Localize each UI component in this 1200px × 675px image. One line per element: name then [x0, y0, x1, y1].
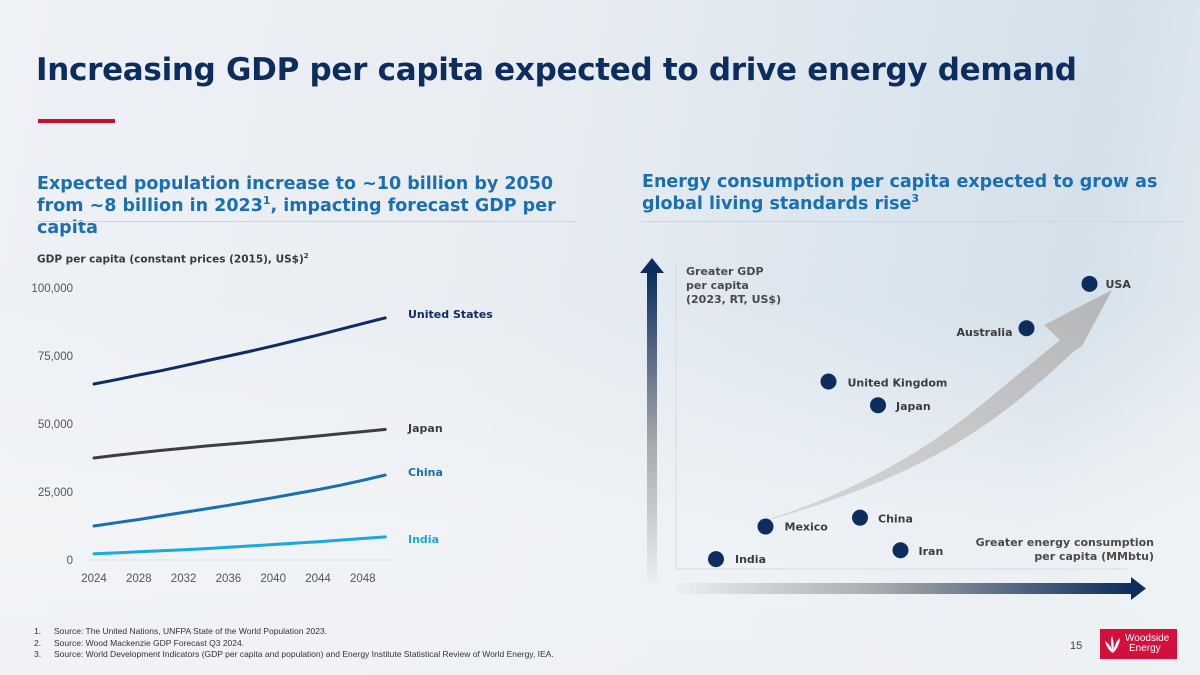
y-tick-label: 50,000 [38, 419, 73, 431]
footnote: 2. Source: Wood Mackenzie GDP Forecast Q3… [34, 638, 554, 650]
y-tick-label: 0 [67, 555, 73, 567]
scatter-point-iran: Iran [892, 542, 944, 559]
scatter-point-united-kingdom: United Kingdom [820, 373, 948, 390]
point-marker [1018, 320, 1035, 337]
x-axis-title-line: Greater energy consumption [976, 536, 1154, 549]
gdp-chart-label-text: GDP per capita (constant prices (2015), … [37, 253, 304, 266]
gdp-chart-label: GDP per capita (constant prices (2015), … [37, 252, 309, 266]
y-axis-title-line: (2023, RT, US$) [686, 293, 781, 306]
scatter-point-mexico: Mexico [757, 518, 829, 535]
point-label: Mexico [785, 521, 829, 534]
y-axis-ticks: 0 25,000 50,000 75,000 100,000 [31, 283, 73, 567]
x-tick-label: 2048 [350, 573, 376, 585]
point-marker [708, 551, 724, 568]
y-axis-arrow [640, 258, 664, 585]
point-marker [870, 397, 886, 414]
series-line-china [92, 473, 387, 528]
x-tick-label: 2044 [305, 573, 331, 585]
y-axis-title-line: per capita [686, 279, 749, 292]
woodside-logo: Woodside Energy [1100, 629, 1177, 659]
left-subheading: Expected population increase to ~10 bill… [37, 173, 577, 239]
point-label: Iran [919, 545, 944, 558]
footnote-number: 3. [34, 649, 42, 659]
point-marker [852, 509, 868, 526]
x-axis-arrow-shaft [676, 583, 1132, 594]
left-subheading-text: Expected population increase to ~10 bill… [37, 174, 554, 216]
series-labels: United States Japan China India [407, 308, 493, 546]
right-divider [642, 221, 1184, 222]
series-label: China [408, 466, 443, 479]
footnote-ref-3: 3 [911, 192, 920, 206]
x-axis-title-line: per capita (MMbtu) [1034, 550, 1154, 563]
series-label: India [408, 533, 439, 546]
left-divider [37, 221, 577, 222]
arrow-up-icon [640, 258, 664, 273]
footnote-ref-1: 1 [262, 194, 271, 208]
right-subheading: Energy consumption per capita expected t… [642, 171, 1182, 215]
footnote-number: 2. [34, 637, 42, 648]
x-tick-label: 2028 [126, 573, 152, 585]
y-tick-label: 75,000 [38, 351, 73, 363]
trend-arrow [740, 290, 1112, 528]
series-lines [92, 316, 387, 556]
y-tick-label: 25,000 [38, 487, 73, 499]
point-marker [1081, 275, 1098, 292]
y-tick-label: 100,000 [31, 283, 73, 295]
point-label: United Kingdom [848, 377, 948, 390]
right-subheading-text: Energy consumption per capita expected t… [642, 172, 1158, 214]
footnote-text: Source: Wood Mackenzie GDP Forecast Q3 2… [54, 637, 245, 648]
logo-wordmark: Woodside Energy [1125, 632, 1170, 655]
footnote-number: 1. [34, 626, 42, 636]
y-axis-arrow-shaft [647, 272, 657, 585]
page-number: 15 [1070, 640, 1083, 652]
point-marker [820, 373, 837, 390]
y-axis-title-line: Greater GDP [686, 265, 764, 278]
left-subheading-tail: , impacting forecast GDP per capita [37, 196, 556, 238]
point-label: China [878, 513, 913, 526]
logo-line-1: Woodside [1125, 632, 1170, 644]
point-marker [757, 518, 774, 535]
scatter-point-china: China [852, 509, 913, 526]
point-label: India [735, 553, 766, 566]
scatter-point-japan: Japan [870, 397, 931, 414]
title-accent-bar [38, 119, 115, 123]
footnote-text: Source: The United Nations, UNFPA State … [54, 626, 328, 636]
x-tick-label: 2032 [171, 573, 197, 585]
arrow-right-icon [1131, 577, 1146, 600]
footnote-text: Source: World Development Indicators (GD… [54, 649, 554, 659]
point-marker [892, 542, 909, 559]
x-tick-label: 2040 [260, 573, 286, 585]
series-line-japan [92, 427, 387, 460]
slide-title: Increasing GDP per capita expected to dr… [36, 52, 1077, 88]
point-label: USA [1106, 278, 1132, 291]
leaf-logo-icon [1100, 629, 1124, 659]
series-label: Japan [407, 422, 443, 435]
scatter-points: USA Australia United Kingdom Japan China Mexi… [708, 275, 1132, 568]
series-line-india [92, 535, 387, 556]
footnote-ref-2: 2 [303, 252, 309, 260]
footnotes: 1. Source: The United Nations, UNFPA Stat… [34, 626, 554, 661]
x-axis-arrow [676, 577, 1146, 600]
logo-line-2: Energy [1129, 643, 1161, 654]
x-tick-label: 2036 [216, 573, 242, 585]
point-label: Australia [957, 326, 1013, 339]
series-label: United States [408, 308, 493, 321]
x-tick-label: 2024 [81, 573, 107, 585]
scatter-point-australia: Australia [957, 320, 1035, 339]
point-label: Japan [895, 400, 931, 413]
scatter-point-india: India [708, 551, 766, 568]
scatter-point-usa: USA [1081, 275, 1132, 292]
x-axis-ticks: 2024 2028 2032 2036 2040 2044 2048 [81, 573, 375, 585]
footnote: 1. Source: The United Nations, UNFPA Stat… [34, 626, 554, 638]
series-line-united-states [92, 316, 387, 386]
footnote: 3. Source: World Development Indicators (… [34, 649, 554, 661]
